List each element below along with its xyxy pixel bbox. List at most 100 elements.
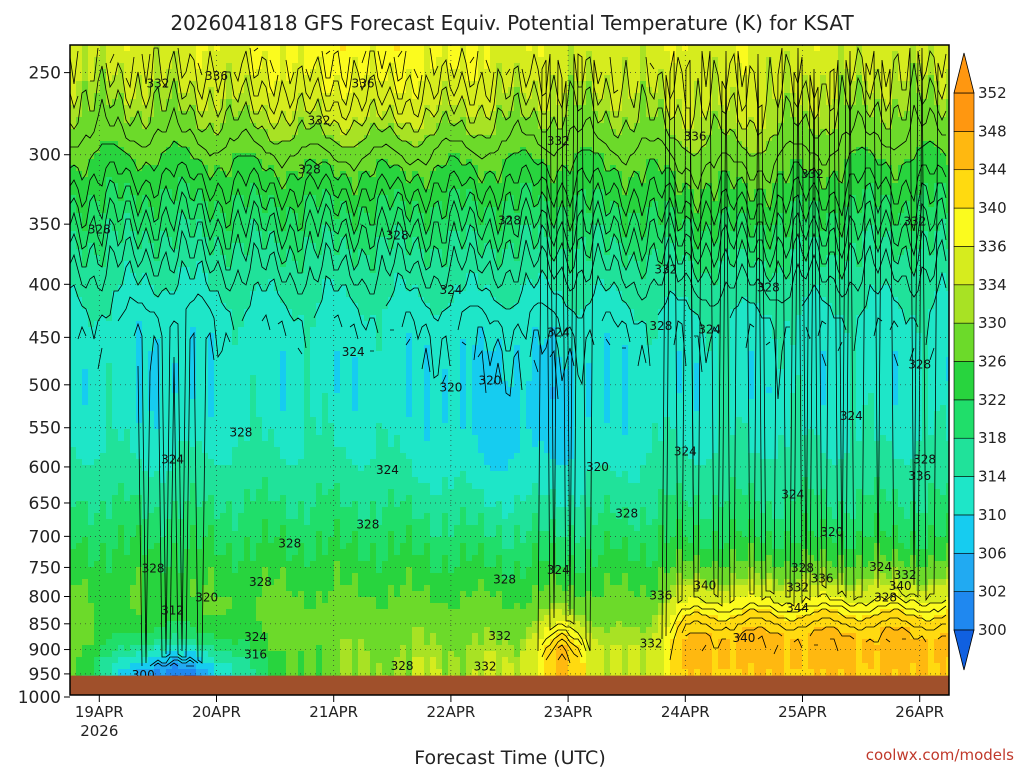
field-cell	[208, 321, 215, 328]
field-cell	[166, 669, 173, 676]
field-cell	[112, 393, 119, 400]
field-cell	[280, 567, 287, 574]
field-cell	[142, 321, 149, 328]
field-cell	[106, 621, 113, 628]
field-cell	[106, 87, 113, 94]
field-cell	[184, 423, 191, 430]
field-cell	[136, 525, 143, 532]
field-cell	[262, 81, 269, 88]
field-cell	[160, 63, 167, 70]
field-cell	[178, 651, 185, 658]
field-cell	[328, 561, 335, 568]
field-cell	[244, 45, 251, 52]
field-cell	[316, 309, 323, 316]
field-cell	[106, 549, 113, 556]
field-cell	[166, 57, 173, 64]
field-cell	[268, 429, 275, 436]
field-cell	[298, 87, 305, 94]
field-cell	[100, 669, 107, 676]
field-cell	[106, 405, 113, 412]
field-cell	[70, 471, 77, 478]
field-cell	[250, 615, 257, 622]
field-cell	[88, 375, 95, 382]
field-cell	[76, 219, 83, 226]
field-cell	[142, 297, 149, 304]
field-cell	[184, 321, 191, 328]
field-cell	[82, 399, 89, 406]
field-cell	[118, 87, 125, 94]
field-cell	[280, 135, 287, 142]
field-cell	[88, 243, 95, 250]
field-cell	[142, 471, 149, 478]
field-cell	[298, 75, 305, 82]
field-cell	[142, 195, 149, 202]
field-cell	[322, 621, 329, 628]
field-cell	[274, 213, 281, 220]
field-cell	[226, 513, 233, 520]
field-cell	[220, 249, 227, 256]
field-cell	[298, 657, 305, 664]
field-cell	[292, 369, 299, 376]
field-cell	[304, 183, 311, 190]
field-cell	[304, 273, 311, 280]
field-cell	[340, 369, 347, 376]
field-cell	[76, 483, 83, 490]
field-cell	[154, 165, 161, 172]
field-cell	[298, 495, 305, 502]
field-cell	[76, 591, 83, 598]
field-cell	[328, 327, 335, 334]
field-cell	[238, 249, 245, 256]
field-cell	[178, 129, 185, 136]
field-cell	[262, 567, 269, 574]
field-cell	[106, 225, 113, 232]
field-cell	[202, 453, 209, 460]
field-cell	[148, 147, 155, 154]
field-cell	[286, 321, 293, 328]
field-cell	[226, 339, 233, 346]
field-cell	[118, 441, 125, 448]
field-cell	[214, 153, 221, 160]
field-cell	[220, 579, 227, 586]
field-cell	[172, 267, 179, 274]
field-cell	[244, 303, 251, 310]
field-cell	[208, 573, 215, 580]
field-cell	[70, 147, 77, 154]
field-cell	[316, 105, 323, 112]
field-cell	[226, 219, 233, 226]
field-cell	[190, 243, 197, 250]
field-cell	[202, 543, 209, 550]
field-cell	[268, 201, 275, 208]
field-cell	[226, 579, 233, 586]
field-cell	[118, 141, 125, 148]
field-cell	[172, 405, 179, 412]
field-cell	[160, 171, 167, 178]
field-cell	[274, 45, 281, 52]
field-cell	[142, 243, 149, 250]
field-cell	[334, 483, 341, 490]
field-cell	[94, 339, 101, 346]
field-cell	[262, 45, 269, 52]
field-cell	[88, 279, 95, 286]
field-cell	[310, 627, 317, 634]
field-cell	[118, 147, 125, 154]
field-cell	[124, 531, 131, 538]
field-cell	[286, 333, 293, 340]
field-cell	[106, 93, 113, 100]
field-cell	[118, 609, 125, 616]
field-cell	[106, 501, 113, 508]
field-cell	[286, 81, 293, 88]
field-cell	[328, 237, 335, 244]
field-cell	[268, 615, 275, 622]
field-cell	[196, 147, 203, 154]
field-cell	[262, 465, 269, 472]
field-cell	[304, 603, 311, 610]
field-cell	[106, 369, 113, 376]
field-cell	[256, 447, 263, 454]
field-cell	[94, 411, 101, 418]
field-cell	[310, 465, 317, 472]
field-cell	[196, 609, 203, 616]
field-cell	[106, 291, 113, 298]
field-cell	[238, 147, 245, 154]
field-cell	[88, 213, 95, 220]
field-cell	[334, 591, 341, 598]
